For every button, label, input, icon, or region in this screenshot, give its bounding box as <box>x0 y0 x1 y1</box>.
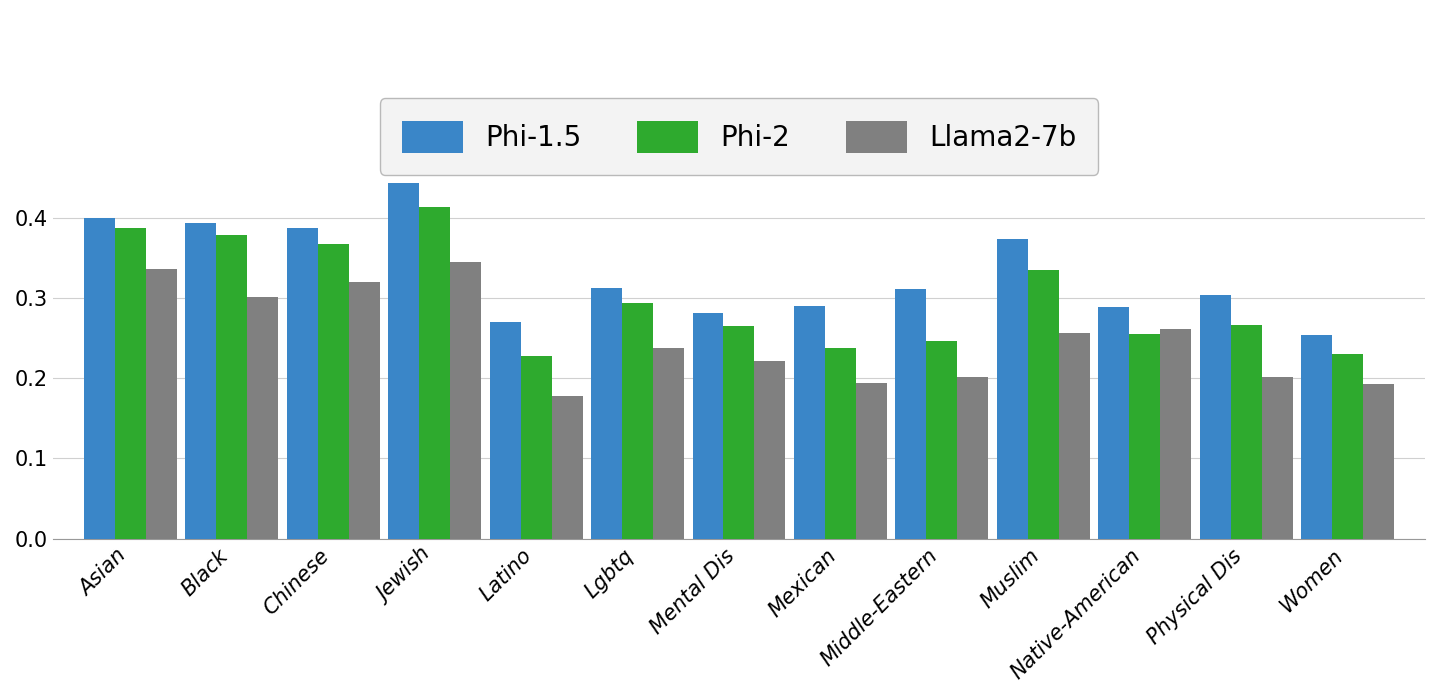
Legend: Phi-1.5, Phi-2, Llama2-7b: Phi-1.5, Phi-2, Llama2-7b <box>380 98 1099 174</box>
Bar <box>654 348 684 539</box>
Bar <box>1058 332 1090 539</box>
Bar <box>723 326 755 539</box>
Bar <box>1300 335 1332 539</box>
Bar <box>145 269 177 539</box>
Bar <box>590 288 622 539</box>
Bar <box>825 348 855 539</box>
Bar <box>1200 295 1231 539</box>
Bar <box>1261 377 1293 539</box>
Bar <box>318 244 348 539</box>
Bar <box>348 282 380 539</box>
Bar <box>490 322 521 539</box>
Bar <box>287 228 318 539</box>
Bar <box>755 361 785 539</box>
Bar <box>84 218 115 539</box>
Bar <box>419 207 451 539</box>
Bar <box>186 223 216 539</box>
Bar <box>855 383 887 539</box>
Bar <box>622 303 654 539</box>
Bar <box>1231 325 1261 539</box>
Bar <box>693 313 723 539</box>
Bar <box>1028 270 1058 539</box>
Bar <box>1099 307 1129 539</box>
Bar <box>389 184 419 539</box>
Bar <box>248 297 278 539</box>
Bar <box>1364 384 1394 539</box>
Bar <box>115 228 145 539</box>
Bar <box>1332 354 1364 539</box>
Bar <box>1161 329 1191 539</box>
Bar <box>996 239 1028 539</box>
Bar <box>216 235 248 539</box>
Bar <box>1129 334 1161 539</box>
Bar <box>521 356 552 539</box>
Bar <box>926 341 958 539</box>
Bar <box>896 289 926 539</box>
Bar <box>552 396 583 539</box>
Bar <box>793 306 825 539</box>
Bar <box>958 378 988 539</box>
Bar <box>451 262 481 539</box>
